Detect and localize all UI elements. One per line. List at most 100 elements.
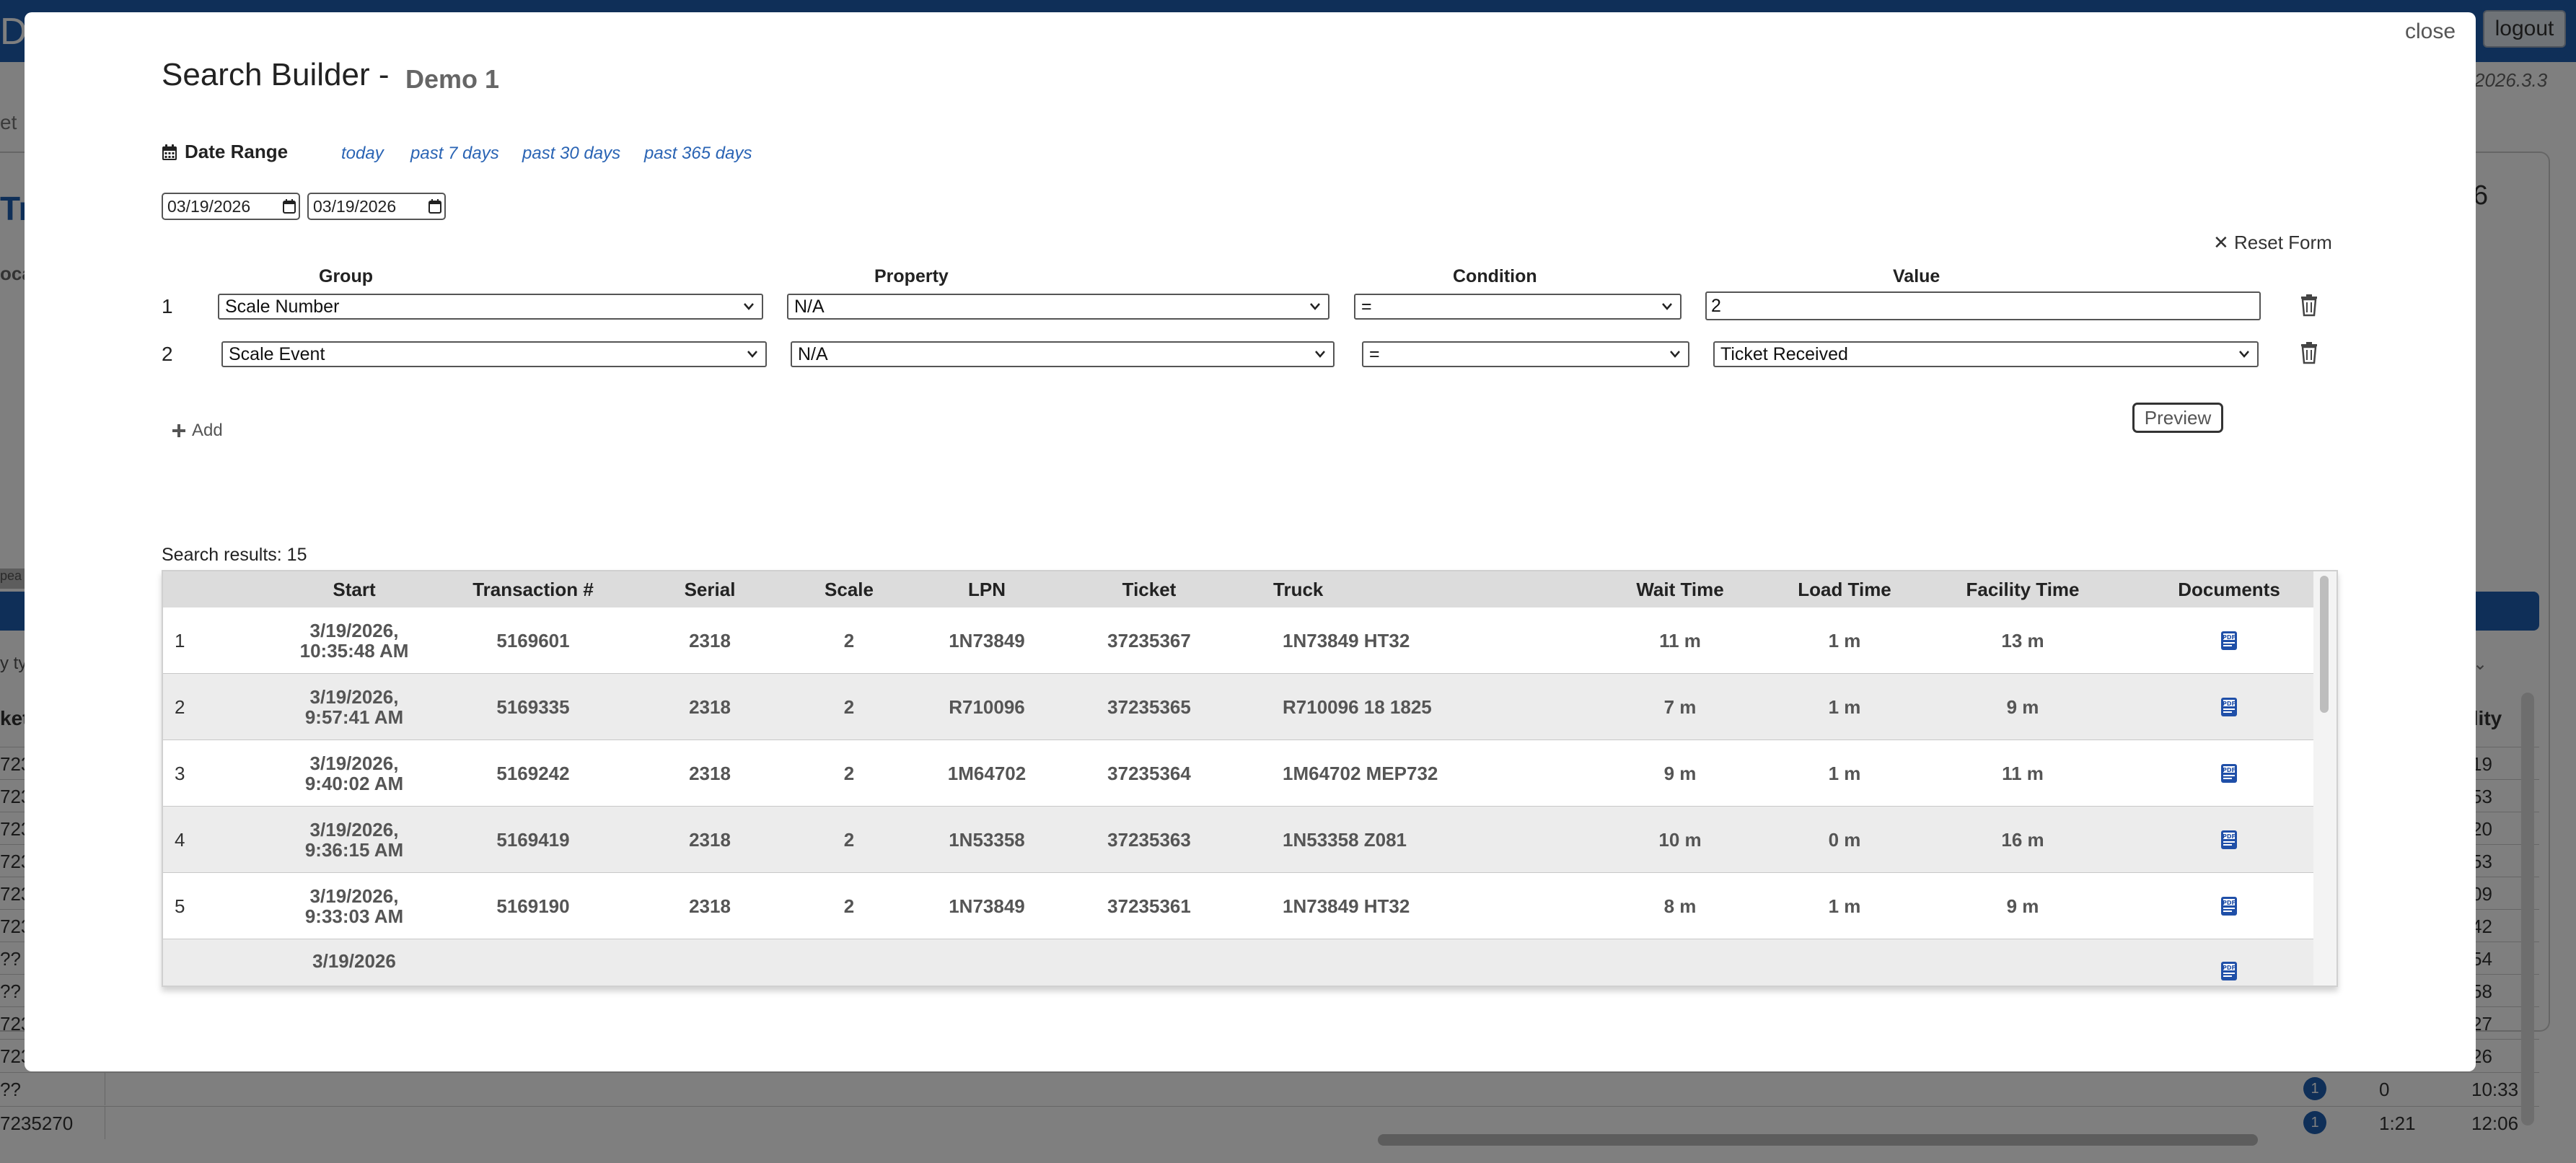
cell-truck: 1N73849 HT32 [1283, 895, 1410, 917]
quick-link-today[interactable]: today [341, 144, 384, 163]
column-header-group: Group [319, 266, 373, 286]
svg-text:PDF: PDF [2223, 900, 2236, 906]
start-date: 3/19/2026, [309, 752, 399, 774]
row-index: 4 [175, 829, 185, 851]
condition-select[interactable]: = [1354, 294, 1682, 320]
condition-select[interactable]: = [1362, 341, 1689, 367]
calendar-icon[interactable] [283, 199, 296, 214]
table-row[interactable]: 3/19/2026 PDF [163, 939, 2313, 986]
cell-scale: 2 [843, 630, 855, 651]
date-range-text: Date Range [185, 141, 289, 162]
column-header-load-time: Load Time [1798, 579, 1891, 600]
trash-icon[interactable] [2300, 341, 2318, 364]
cell-lpn: 1M64702 [947, 763, 1027, 784]
cell-truck: 1M64702 MEP732 [1283, 763, 1438, 784]
property-select[interactable]: N/A [787, 294, 1329, 320]
cell-serial: 2318 [689, 763, 731, 784]
date-range-label: Date Range [162, 141, 288, 163]
date-from-input[interactable]: 03/19/2026 [162, 193, 300, 220]
column-header-property: Property [874, 266, 949, 286]
preview-button[interactable]: Preview [2132, 403, 2223, 433]
quick-link-7-days[interactable]: past 7 days [410, 144, 499, 163]
date-to-value: 03/19/2026 [313, 196, 397, 216]
value-select[interactable]: Ticket Received [1713, 341, 2259, 367]
start-time: 9:36:15 AM [304, 839, 404, 861]
cell-wait: 11 m [1659, 630, 1701, 651]
cell-load: 1 m [1828, 763, 1861, 784]
property-select[interactable]: N/A [791, 341, 1335, 367]
table-row[interactable]: 5 3/19/2026, 9:33:03 AM 5169190 2318 2 1N73849… [163, 873, 2313, 939]
add-rule-button[interactable]: Add [172, 421, 223, 441]
column-header-start: Start [333, 579, 376, 600]
svg-text:PDF: PDF [2223, 833, 2236, 840]
cell-load: 1 m [1828, 895, 1861, 917]
close-button[interactable]: close [2405, 19, 2456, 43]
pdf-icon[interactable]: PDF [2220, 763, 2238, 784]
quick-link-30-days[interactable]: past 30 days [522, 144, 621, 163]
table-row[interactable]: 2 3/19/2026, 9:57:41 AM 5169335 2318 2 R710096… [163, 674, 2313, 740]
cell-start: 3/19/2026, 10:35:48 AM [300, 620, 409, 661]
close-x-icon: ✕ [2213, 232, 2229, 253]
cell-start: 3/19/2026, 9:57:41 AM [305, 687, 403, 727]
column-header-ticket: Ticket [1122, 579, 1177, 600]
cell-scale: 2 [843, 763, 855, 784]
add-rule-label: Add [192, 421, 223, 440]
svg-text:PDF: PDF [2223, 634, 2236, 641]
plus-icon [172, 424, 185, 437]
trash-icon[interactable] [2300, 294, 2318, 317]
cell-transaction: 5169190 [496, 895, 570, 917]
group-select[interactable]: Scale Number [218, 294, 763, 320]
chevron-down-icon [747, 351, 757, 358]
column-header-condition: Condition [1453, 266, 1537, 286]
quick-link-365-days[interactable]: past 365 days [644, 144, 752, 163]
calendar-icon[interactable] [428, 199, 441, 214]
pdf-icon[interactable]: PDF [2220, 697, 2238, 717]
value-input-text: 2 [1711, 295, 1721, 316]
date-to-input[interactable]: 03/19/2026 [307, 193, 446, 220]
cell-serial: 2318 [689, 829, 731, 851]
value-input[interactable]: 2 [1705, 291, 2261, 320]
results-table: Start Transaction # Serial Scale LPN Tic… [162, 570, 2338, 987]
calendar-icon [162, 144, 177, 160]
modal-subtitle: Demo 1 [405, 64, 500, 94]
cell-transaction: 5169242 [496, 763, 570, 784]
rule-number: 2 [162, 343, 173, 365]
start-time: 9:40:02 AM [304, 773, 404, 794]
svg-text:PDF: PDF [2223, 701, 2236, 707]
table-row[interactable]: 4 3/19/2026, 9:36:15 AM 5169419 2318 2 1N53358… [163, 807, 2313, 873]
svg-text:PDF: PDF [2223, 767, 2236, 773]
scrollbar-thumb[interactable] [2320, 576, 2329, 713]
cell-facility: 16 m [2001, 829, 2044, 851]
cell-load: 0 m [1828, 829, 1861, 851]
column-header-transaction: Transaction # [472, 579, 594, 600]
pdf-icon[interactable]: PDF [2220, 896, 2238, 916]
rule-number: 1 [162, 295, 173, 317]
column-header-value: Value [1893, 266, 1940, 286]
cell-ticket: 37235365 [1107, 696, 1191, 718]
table-row[interactable]: 1 3/19/2026, 10:35:48 AM 5169601 2318 2 1N7384… [163, 607, 2313, 674]
search-results-count: Search results: 15 [162, 545, 307, 565]
pdf-icon[interactable]: PDF [2220, 830, 2238, 850]
column-header-wait-time: Wait Time [1636, 579, 1724, 600]
group-select[interactable]: Scale Event [221, 341, 767, 367]
row-index: 5 [175, 895, 185, 917]
column-header-lpn: LPN [968, 579, 1006, 600]
cell-lpn: 1N73849 [949, 630, 1025, 651]
pdf-icon[interactable]: PDF [2220, 631, 2238, 651]
cell-scale: 2 [843, 696, 855, 718]
cell-facility: 9 m [2006, 696, 2039, 718]
chevron-down-icon [1662, 303, 1672, 310]
cell-ticket: 37235363 [1107, 829, 1191, 851]
reset-form-label: Reset Form [2234, 232, 2332, 253]
cell-wait: 8 m [1663, 895, 1697, 917]
date-from-value: 03/19/2026 [167, 196, 251, 216]
cell-truck: 1N73849 HT32 [1283, 630, 1410, 651]
reset-form-button[interactable]: ✕ Reset Form [2213, 232, 2332, 254]
start-date: 3/19/2026 [312, 950, 396, 972]
column-header-scale: Scale [825, 579, 874, 600]
table-scrollbar[interactable] [2313, 571, 2337, 986]
cell-wait: 7 m [1663, 696, 1697, 718]
pdf-icon[interactable]: PDF [2220, 961, 2238, 981]
table-row[interactable]: 3 3/19/2026, 9:40:02 AM 5169242 2318 2 1M64702… [163, 740, 2313, 807]
chevron-down-icon [1310, 303, 1320, 310]
